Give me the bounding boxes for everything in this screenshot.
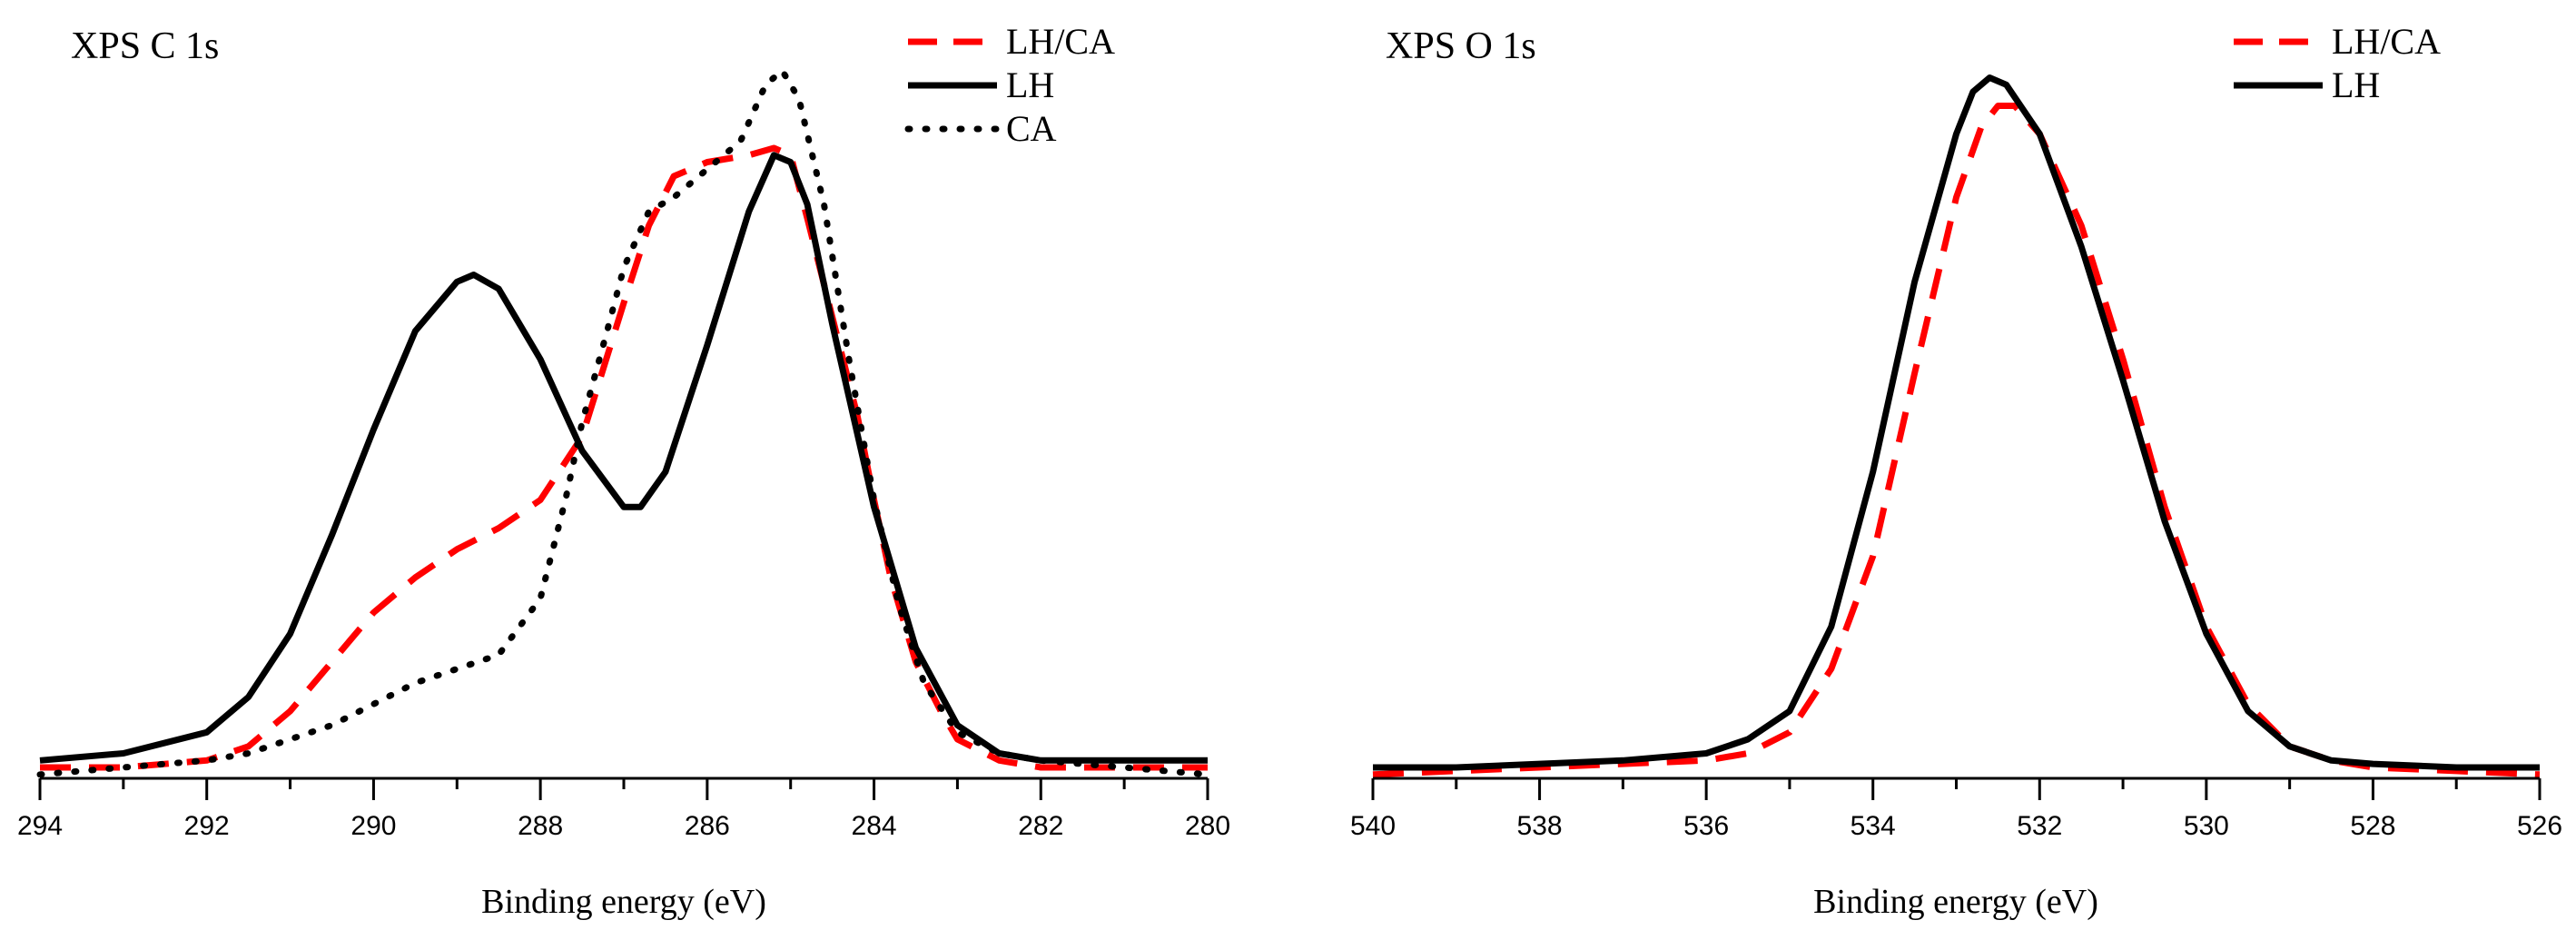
x-tick-label: 286: [685, 811, 730, 841]
legend-label: CA: [1006, 108, 1057, 149]
series-line-lh: [39, 152, 1208, 764]
series-line-ca: [36, 67, 1211, 778]
x-tick-label: 288: [518, 811, 563, 841]
x-tick-label: 536: [1683, 811, 1729, 841]
x-tick-label: 290: [350, 811, 396, 841]
x-tick-label: 294: [17, 811, 63, 841]
legend-label: LH/CA: [2332, 21, 2441, 62]
series-layer: [1372, 74, 2541, 778]
ticks-layer: 294 292 290 288 286 284 282 280: [17, 778, 1230, 841]
x-tick-label: 534: [1851, 811, 1896, 841]
x-tick-label: 528: [2350, 811, 2395, 841]
ticks-layer: 540 538 536 534 532 530 528 526: [1350, 778, 2562, 841]
panel-c1s: XPS C 1s 294 292 290 288 286 284 282 280 Bindin…: [17, 21, 1230, 921]
x-tick-label: 280: [1185, 811, 1230, 841]
x-tick-label: 284: [852, 811, 897, 841]
x-tick-label: 292: [184, 811, 230, 841]
legend-label: LH/CA: [1006, 21, 1115, 62]
x-axis-label: Binding energy (eV): [1813, 883, 2098, 921]
x-axis-label: Binding energy (eV): [481, 883, 766, 921]
series-layer: [36, 67, 1211, 778]
x-tick-label: 532: [2017, 811, 2062, 841]
series-line-lh-ca: [1372, 103, 2541, 778]
x-tick-label: 540: [1350, 811, 1396, 841]
series-line-lh: [1373, 74, 2540, 771]
panel-title: XPS C 1s: [71, 25, 219, 67]
panel-title: XPS O 1s: [1386, 25, 1536, 67]
x-tick-label: 526: [2517, 811, 2562, 841]
x-tick-label: 530: [2184, 811, 2229, 841]
x-tick-label: 538: [1517, 811, 1563, 841]
x-tick-label: 282: [1018, 811, 1063, 841]
legend-label: LH: [1006, 64, 1054, 105]
legend-label: LH: [2332, 64, 2380, 105]
series-line-lh-ca: [40, 144, 1208, 771]
panel-o1s: XPS O 1s 540 538 536 534 532 530 528 526 Bindin…: [1350, 21, 2562, 921]
